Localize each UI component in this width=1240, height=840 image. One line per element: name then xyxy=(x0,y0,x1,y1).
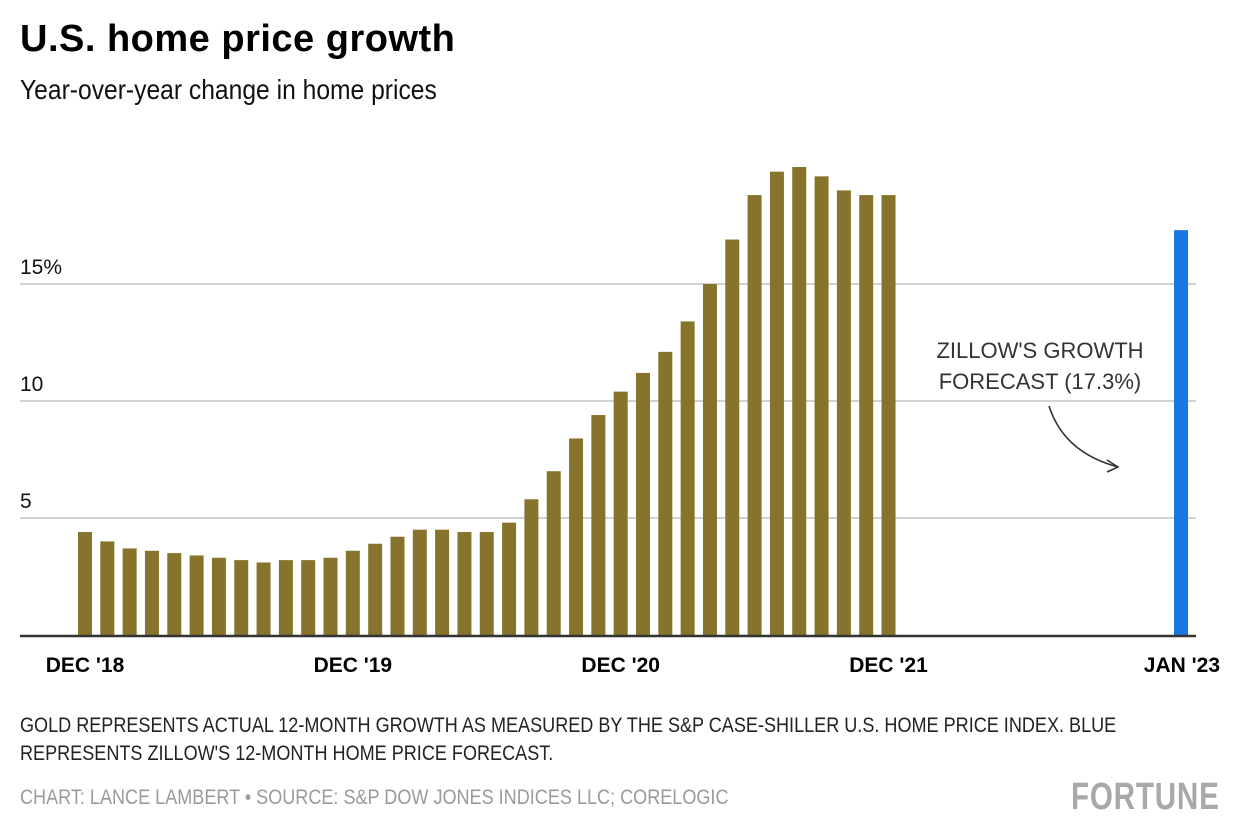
bar-actual xyxy=(122,548,137,635)
bar-actual xyxy=(100,541,115,635)
chart-title: U.S. home price growth xyxy=(20,18,456,60)
bar-actual xyxy=(234,560,249,635)
chart-credit: CHART: LANCE LAMBERT • SOURCE: S&P DOW J… xyxy=(20,786,729,809)
chart-subtitle: Year-over-year change in home prices xyxy=(20,74,437,105)
bar-actual xyxy=(613,391,628,635)
bar-actual xyxy=(881,195,896,635)
curved-arrow-icon xyxy=(1048,405,1119,468)
bar-actual xyxy=(524,499,539,635)
forecast-annotation: ZILLOW'S GROWTH FORECAST (17.3%) xyxy=(936,338,1144,473)
arrowhead-icon xyxy=(1106,459,1120,473)
bar-actual xyxy=(636,372,650,635)
bar-actual xyxy=(78,532,92,635)
bar-actual xyxy=(769,171,784,635)
x-tick-label: DEC '18 xyxy=(46,654,125,677)
bars xyxy=(78,167,1188,636)
chart-footnote: GOLD REPRESENTS ACTUAL 12-MONTH GROWTH A… xyxy=(20,712,1117,768)
x-tick-label: DEC '20 xyxy=(581,654,660,677)
bar-actual xyxy=(301,560,316,635)
bar-actual xyxy=(747,195,762,635)
bar-actual xyxy=(189,555,204,635)
annotation-line-1: ZILLOW'S GROWTH xyxy=(936,338,1143,363)
annotation-line-2: FORECAST (17.3%) xyxy=(939,369,1142,394)
y-tick-label: 15% xyxy=(20,256,62,279)
bar-actual xyxy=(211,557,226,635)
bar-actual xyxy=(435,529,450,635)
bar-actual xyxy=(546,471,561,635)
bar-actual xyxy=(859,195,874,635)
x-tick-label: DEC '21 xyxy=(849,654,928,677)
bar-actual xyxy=(702,284,717,635)
x-tick-label: JAN '23 xyxy=(1144,654,1220,677)
bar-forecast xyxy=(1174,230,1188,635)
bar-actual xyxy=(323,557,338,635)
bar-chart: 5 10 15% DEC '18 DEC '19 DEC '20 DEC '21 JAN '… xyxy=(20,167,1220,677)
bar-actual xyxy=(479,532,494,635)
fortune-logo: FORTUNE xyxy=(1071,776,1220,818)
bar-actual xyxy=(144,550,159,635)
bar-actual xyxy=(278,560,293,635)
bar-actual xyxy=(591,415,606,635)
bar-actual xyxy=(457,532,472,635)
bar-actual xyxy=(658,351,673,635)
x-tick-label: DEC '19 xyxy=(314,654,393,677)
bar-actual xyxy=(725,239,740,636)
y-axis-labels: 5 10 15% xyxy=(20,256,62,513)
bar-actual xyxy=(368,543,383,635)
footnote-line-1: GOLD REPRESENTS ACTUAL 12-MONTH GROWTH A… xyxy=(20,714,1117,737)
bar-actual xyxy=(412,529,427,635)
bar-actual xyxy=(814,176,829,636)
bar-actual xyxy=(836,190,851,635)
y-tick-label: 10 xyxy=(20,373,43,396)
y-tick-label: 5 xyxy=(20,490,32,513)
bar-actual xyxy=(345,550,360,635)
bar-actual xyxy=(680,321,695,635)
x-axis-labels: DEC '18 DEC '19 DEC '20 DEC '21 JAN '23 xyxy=(46,654,1220,677)
bar-actual xyxy=(167,553,182,635)
footnote-line-2: REPRESENTS ZILLOW'S 12-MONTH HOME PRICE … xyxy=(20,742,554,765)
bar-actual xyxy=(792,167,807,635)
bar-actual xyxy=(569,438,584,635)
gridlines xyxy=(20,283,1196,519)
bar-actual xyxy=(390,536,405,635)
bar-actual xyxy=(502,522,517,635)
bar-actual xyxy=(256,562,271,635)
